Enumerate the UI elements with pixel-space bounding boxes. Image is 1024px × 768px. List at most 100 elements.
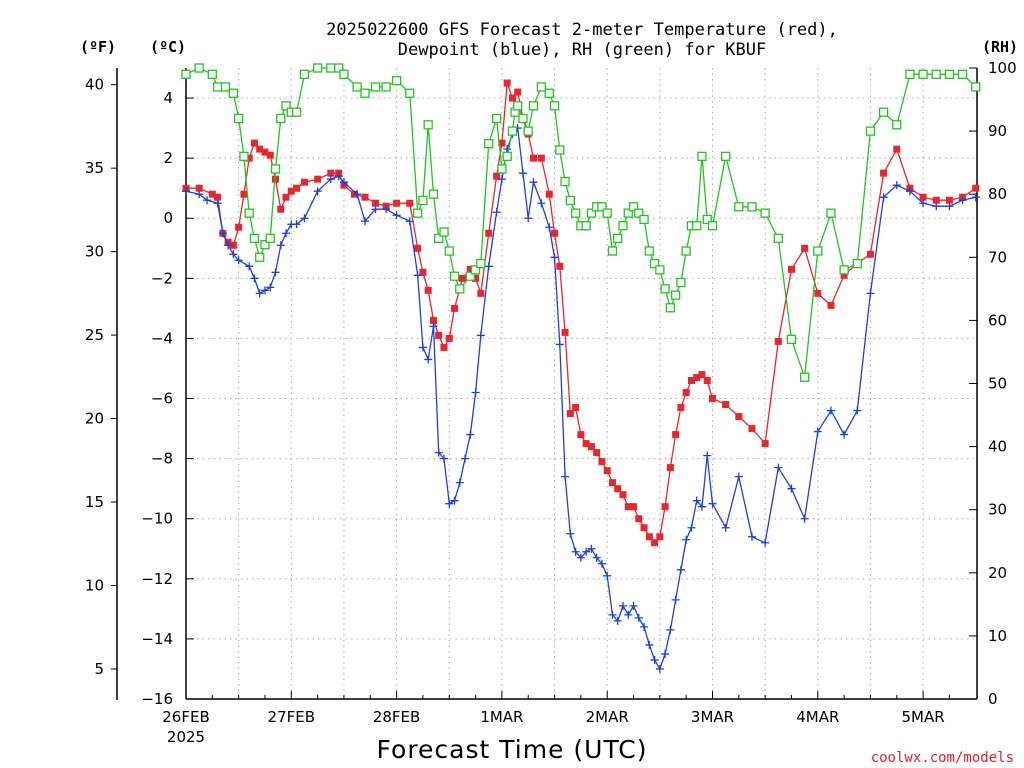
temperature-point (577, 431, 585, 439)
dewpoint-point (721, 523, 730, 532)
temperature-point (429, 316, 437, 324)
rh-point (249, 233, 260, 244)
dewpoint-point (213, 199, 222, 208)
dewpoint-point (300, 214, 309, 223)
tick-labels: 420−2−4−6−8−10−12−14−1640353025201510510… (85, 59, 1017, 726)
celsius-unit-label: (ºC) (150, 38, 186, 56)
rh-point (233, 113, 244, 124)
temperature-point (566, 410, 574, 418)
celsius-tick-label: −6 (151, 390, 173, 408)
rh-point (786, 334, 797, 344)
dewpoint-point (282, 229, 291, 238)
rh-point (181, 69, 191, 79)
rh-point (513, 101, 523, 111)
rh-point (878, 107, 889, 117)
series-temperature (182, 79, 980, 547)
rh-point (536, 82, 547, 92)
temperature-point (508, 94, 516, 102)
rh-point (618, 221, 628, 231)
rh-point (597, 202, 607, 212)
dewpoint-point (524, 214, 533, 223)
dewpoint-point (853, 406, 862, 415)
dewpoint-point (708, 499, 717, 508)
dewpoint-point (292, 220, 301, 229)
temperature-point (327, 169, 335, 177)
rh-point (465, 271, 475, 281)
rh-point (971, 82, 981, 92)
dewpoint-point (655, 664, 664, 673)
dewpoint-point (919, 199, 928, 208)
credit-text: coolwx.com/models (871, 750, 1014, 766)
rh-point (549, 101, 560, 111)
temperature-point (235, 223, 243, 231)
dewpoint-point (255, 289, 264, 298)
rh-point (312, 63, 323, 73)
rh-point (476, 258, 486, 269)
rh-point (291, 107, 302, 117)
rh-point (507, 126, 518, 136)
rh-point (773, 233, 783, 244)
rh-unit-label: (RH) (982, 38, 1018, 56)
dewpoint-point (550, 253, 559, 262)
temperature-point (406, 199, 414, 207)
temperature-point (561, 328, 569, 336)
rh-point (413, 208, 423, 218)
chart-title: 2025022600 GFS Forecast 2-meter Temperat… (326, 20, 838, 40)
rh-point (623, 208, 633, 218)
temperature-point (598, 458, 606, 466)
rh-point (697, 151, 707, 161)
temperature-point (214, 193, 222, 201)
rh-point (326, 63, 336, 73)
rh-point (370, 82, 381, 92)
series-layer (181, 63, 981, 673)
dewpoint-point (697, 502, 706, 511)
rh-point (523, 126, 533, 136)
dewpoint-point (334, 172, 343, 181)
dewpoint-point (650, 655, 659, 664)
rh-point (813, 246, 823, 256)
rh-point (707, 221, 718, 231)
rh-point (455, 284, 465, 294)
dewpoint-point (676, 565, 685, 574)
dewpoint-point (353, 190, 362, 199)
rh-point (352, 82, 362, 92)
temperature-point (774, 337, 782, 345)
dewpoint-point (608, 610, 617, 619)
temperature-point (687, 376, 695, 384)
temperature-point (458, 274, 466, 282)
temperature-point (266, 151, 274, 159)
temperature-point (485, 229, 493, 237)
x-tick-label: 26FEB (162, 708, 209, 726)
x-tick-label: 1MAR (480, 708, 523, 726)
dewpoint-point (774, 463, 783, 472)
rh-point (381, 82, 391, 92)
temperature-point (424, 286, 432, 294)
dewpoint-point (666, 625, 675, 634)
rh-point (339, 69, 349, 79)
rh-point (391, 75, 402, 86)
celsius-tick-label: −4 (151, 329, 173, 347)
dewpoint-point (405, 217, 414, 226)
dewpoint-point (613, 616, 622, 625)
temperature-point (656, 533, 664, 541)
temperature-point (722, 401, 730, 409)
dewpoint-point (932, 202, 941, 211)
temperature-point (614, 485, 622, 493)
rh-tick-label: 20 (988, 564, 1007, 582)
rh-point (931, 69, 941, 79)
temperature-point (587, 443, 595, 451)
temperature-point (693, 373, 701, 381)
temperature-point (748, 425, 756, 433)
rh-point (628, 202, 639, 212)
dewpoint-point (645, 640, 654, 649)
x-axis-label: Forecast Time (UTC) (377, 735, 648, 764)
temperature-point (801, 244, 809, 252)
temperature-point (919, 193, 927, 201)
temperature-point (466, 265, 474, 273)
celsius-tick-label: −16 (141, 690, 173, 708)
fahrenheit-tick-label: 5 (94, 660, 104, 678)
temperature-point (287, 187, 295, 195)
rh-point (220, 82, 231, 92)
temperature-point (300, 178, 308, 186)
rh-point (491, 113, 502, 124)
